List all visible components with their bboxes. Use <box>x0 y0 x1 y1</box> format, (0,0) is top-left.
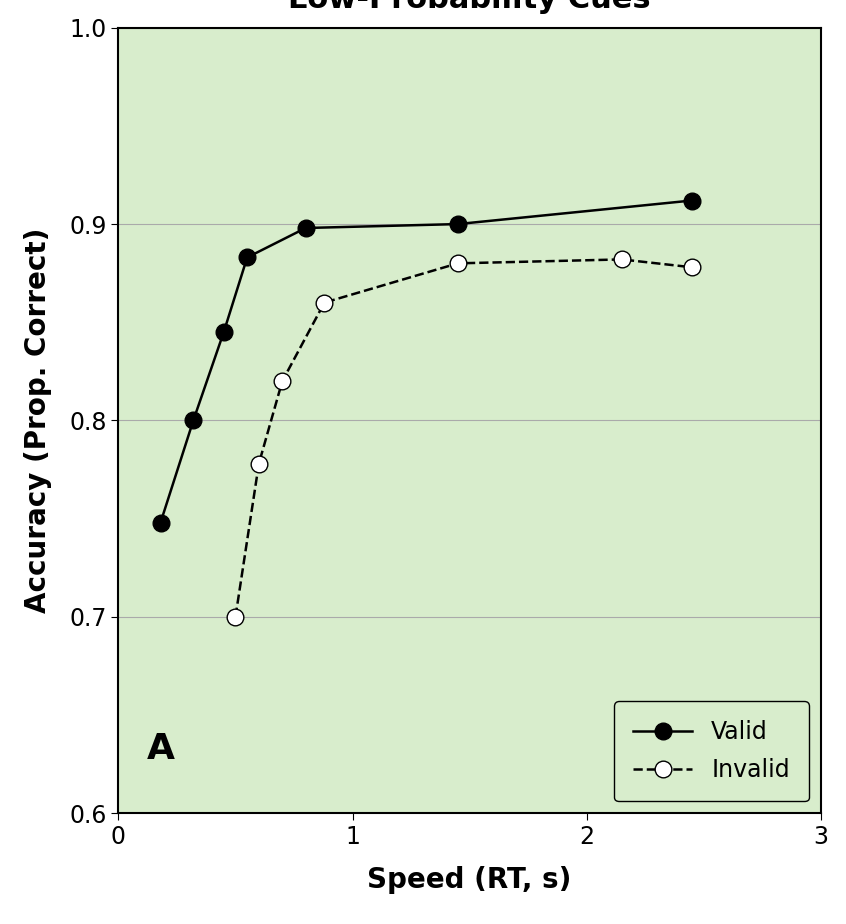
Text: A: A <box>146 732 174 766</box>
Valid <box>218 326 228 337</box>
Valid <box>687 195 697 206</box>
Invalid <box>617 254 627 265</box>
X-axis label: Speed (RT, s): Speed (RT, s) <box>367 866 572 894</box>
Invalid <box>319 297 329 308</box>
Title: Low-Probability Cues: Low-Probability Cues <box>288 0 651 14</box>
Line: Invalid: Invalid <box>227 251 700 626</box>
Invalid <box>453 258 463 269</box>
Valid <box>300 223 310 234</box>
Invalid <box>277 375 288 386</box>
Invalid <box>687 261 697 273</box>
Valid <box>453 218 463 229</box>
Valid <box>156 517 166 528</box>
Line: Valid: Valid <box>152 192 700 531</box>
Valid <box>189 415 199 426</box>
Valid <box>242 252 252 263</box>
Invalid <box>230 612 240 623</box>
Invalid <box>254 458 264 469</box>
Y-axis label: Accuracy (Prop. Correct): Accuracy (Prop. Correct) <box>25 227 52 614</box>
Legend: Valid, Invalid: Valid, Invalid <box>614 701 809 801</box>
